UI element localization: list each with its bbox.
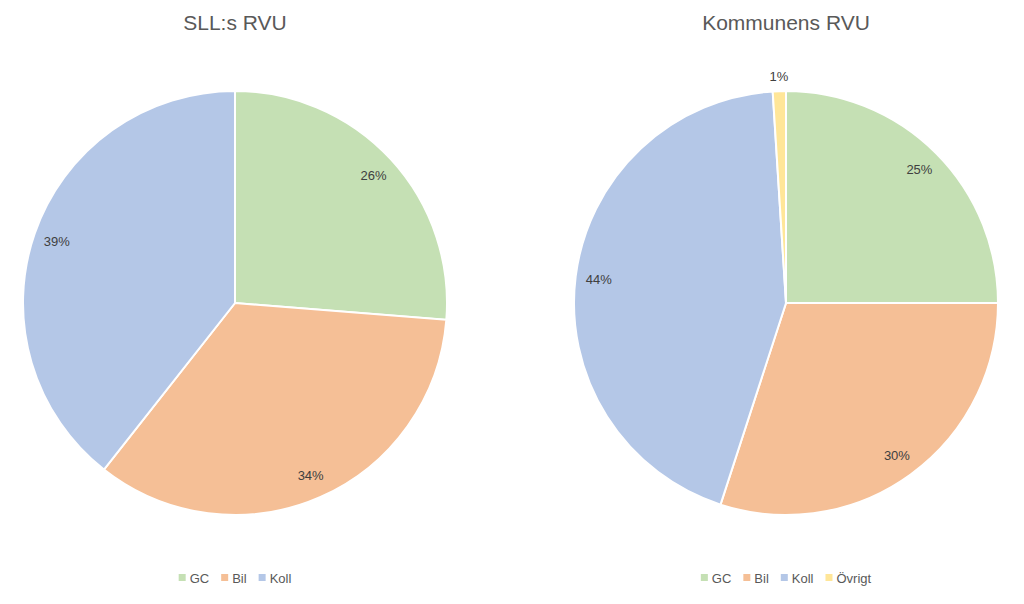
- legend-label: Bil: [232, 571, 247, 586]
- legend-item: GC: [701, 571, 732, 586]
- legend-item: Koll: [781, 571, 814, 586]
- data-label: 39%: [44, 234, 70, 249]
- legend-item: Bil: [221, 571, 247, 586]
- legend: GC Bil Koll Övrigt: [701, 571, 872, 586]
- legend-label: Koll: [792, 571, 814, 586]
- data-label: 30%: [884, 448, 910, 463]
- legend-swatch: [701, 574, 708, 581]
- legend-label: GC: [190, 571, 210, 586]
- slices: [23, 91, 447, 515]
- data-label: 44%: [586, 272, 612, 287]
- data-label: 25%: [906, 162, 932, 177]
- slices: [574, 91, 998, 515]
- pie-chart: SLL:s RVU 26% 34% 39% GC Bil Koll: [23, 11, 447, 586]
- legend-swatch: [259, 574, 266, 581]
- legend-swatch: [179, 574, 186, 581]
- slice: [786, 91, 998, 303]
- slice: [574, 91, 786, 504]
- data-label: 26%: [361, 168, 387, 183]
- legend-label: Övrigt: [836, 571, 871, 586]
- legend: GC Bil Koll: [179, 571, 292, 586]
- slice: [23, 91, 235, 470]
- legend-swatch: [781, 574, 788, 581]
- legend-label: Koll: [270, 571, 292, 586]
- legend-item: GC: [179, 571, 210, 586]
- legend-label: GC: [712, 571, 732, 586]
- legend-item: Koll: [259, 571, 292, 586]
- data-labels: 25% 30% 44% 1%: [586, 69, 933, 463]
- legend-label: Bil: [754, 571, 769, 586]
- data-labels: 26% 34% 39%: [44, 168, 387, 484]
- data-label: 1%: [769, 69, 788, 84]
- legend-item: Bil: [743, 571, 769, 586]
- legend-swatch: [743, 574, 750, 581]
- legend-swatch: [825, 574, 832, 581]
- slice: [773, 91, 786, 303]
- title: Kommunens RVU: [702, 11, 870, 34]
- data-label: 34%: [298, 468, 324, 483]
- legend-item: Övrigt: [825, 571, 871, 586]
- slice: [235, 91, 447, 320]
- canvas: SLL:s RVU26%34%39%GCBilKollKommunens RVU…: [0, 0, 1024, 604]
- title: SLL:s RVU: [183, 11, 287, 34]
- legend-swatch: [221, 574, 228, 581]
- pie-chart: Kommunens RVU 25% 30% 44% 1% GC Bil Koll Övrigt: [574, 11, 998, 586]
